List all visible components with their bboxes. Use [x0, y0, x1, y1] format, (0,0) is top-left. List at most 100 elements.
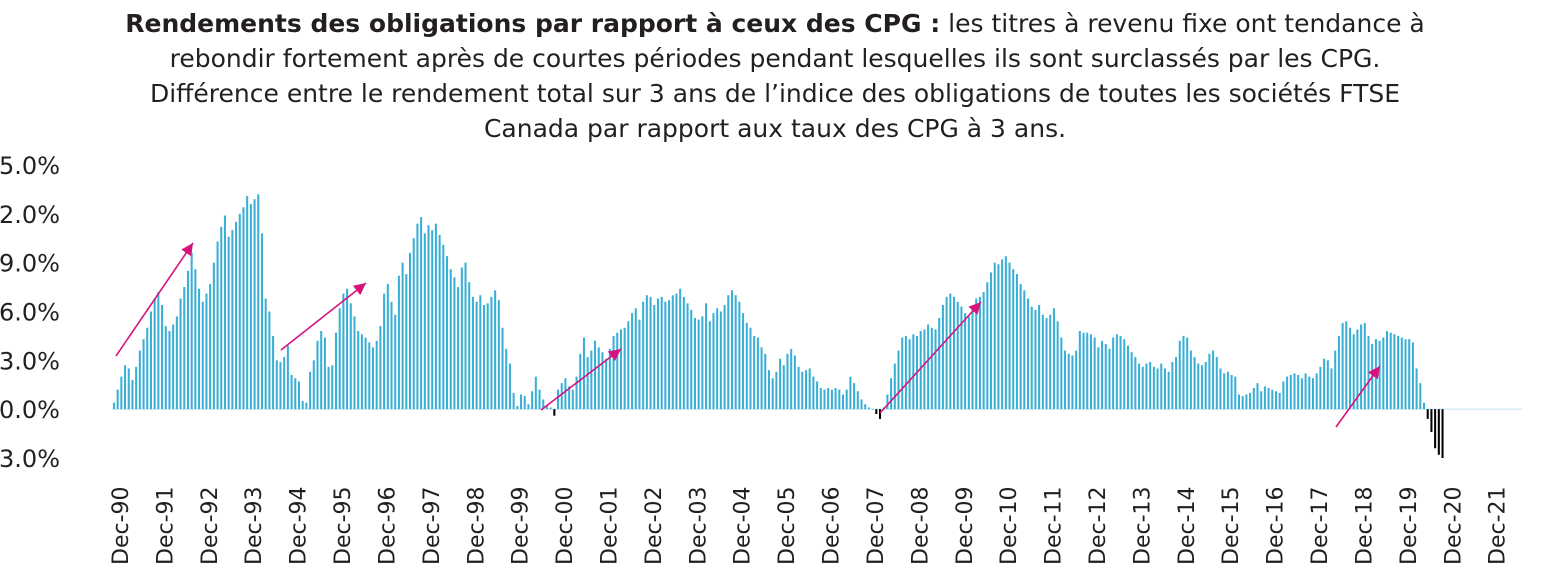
x-tick-label: Dec-05 — [775, 486, 800, 565]
x-tick-label: Dec-21 — [1486, 486, 1511, 565]
bar — [575, 376, 578, 410]
title-bold: Rendements des obligations par rapport à… — [125, 9, 941, 38]
bar — [383, 293, 386, 410]
bar — [586, 357, 589, 410]
bar — [775, 371, 778, 410]
bar — [397, 275, 400, 410]
y-tick-label: 6.0% — [0, 299, 60, 327]
bar — [446, 256, 449, 410]
bar — [1204, 361, 1207, 410]
bar — [853, 383, 856, 410]
bar — [1263, 386, 1266, 410]
bar — [1019, 283, 1022, 410]
bar — [1049, 314, 1052, 410]
x-tick-label: Dec-08 — [908, 486, 933, 565]
bar — [1363, 322, 1366, 410]
bar — [997, 264, 1000, 410]
bar — [893, 363, 896, 410]
bar — [390, 301, 393, 410]
bar — [286, 345, 289, 410]
bar — [486, 303, 489, 410]
trend-arrow-head — [352, 283, 366, 296]
bar — [1249, 392, 1252, 410]
bar — [557, 389, 560, 410]
bar — [1323, 358, 1326, 410]
bar — [623, 327, 626, 410]
bar — [982, 291, 985, 410]
bar — [697, 319, 700, 410]
bar — [1437, 409, 1440, 455]
bar — [1004, 256, 1007, 410]
bar — [531, 391, 534, 410]
bar — [1138, 363, 1141, 410]
bar — [316, 340, 319, 410]
bar — [656, 298, 659, 410]
bar — [756, 337, 759, 410]
bar — [294, 378, 297, 410]
bar — [1352, 334, 1355, 410]
bar — [431, 230, 434, 410]
x-tick-label: Dec-06 — [820, 486, 845, 565]
bar — [1286, 376, 1289, 410]
bar — [941, 304, 944, 410]
bar — [124, 365, 127, 410]
bar — [1112, 337, 1115, 410]
bar — [727, 295, 730, 410]
bar — [860, 399, 863, 410]
bar — [1052, 308, 1055, 410]
y-tick-label: 12.0% — [0, 201, 60, 229]
bar — [871, 409, 874, 410]
bar — [956, 301, 959, 410]
x-tick-label: Dec-09 — [953, 486, 978, 565]
bar — [246, 195, 249, 410]
bar — [1045, 318, 1048, 410]
bar — [716, 308, 719, 410]
bar — [1078, 331, 1081, 410]
bar — [1156, 368, 1159, 410]
trend-arrow-line — [1335, 365, 1381, 428]
bar — [412, 238, 415, 410]
y-tick-label: 9.0% — [0, 250, 60, 278]
bar — [212, 262, 215, 410]
bar — [1289, 374, 1292, 410]
bar — [1271, 389, 1274, 410]
bar — [153, 298, 156, 410]
bar — [249, 204, 252, 410]
bar — [527, 404, 530, 410]
bar — [1397, 335, 1400, 410]
x-tick-label: Dec-11 — [1042, 486, 1067, 565]
bar — [434, 223, 437, 410]
bar — [1411, 342, 1414, 410]
bar — [1223, 373, 1226, 410]
bar — [242, 207, 245, 410]
bar — [923, 329, 926, 410]
bar — [660, 296, 663, 410]
bar — [283, 357, 286, 410]
bar — [1293, 373, 1296, 410]
bar — [1426, 409, 1429, 419]
bar — [353, 316, 356, 410]
x-tick-label: Dec-94 — [287, 486, 312, 565]
bar — [471, 296, 474, 410]
bar — [827, 388, 830, 410]
trend-arrow-head — [607, 349, 621, 361]
bar — [560, 383, 563, 410]
bar — [542, 399, 545, 410]
bar — [131, 379, 134, 410]
bars — [112, 194, 1444, 458]
bar — [309, 371, 312, 410]
bar — [1319, 366, 1322, 410]
bar — [897, 350, 900, 410]
bar — [342, 293, 345, 410]
bar — [886, 394, 889, 410]
title-line4: Canada par rapport aux taux des CPG à 3 … — [483, 114, 1067, 143]
bar — [964, 313, 967, 410]
bar — [260, 233, 263, 410]
bar — [1145, 363, 1148, 410]
bar — [553, 409, 556, 416]
bar — [453, 277, 456, 410]
bar — [1067, 353, 1070, 410]
x-tick-label: Dec-15 — [1219, 486, 1244, 565]
bar — [1008, 262, 1011, 410]
bar — [845, 389, 848, 410]
